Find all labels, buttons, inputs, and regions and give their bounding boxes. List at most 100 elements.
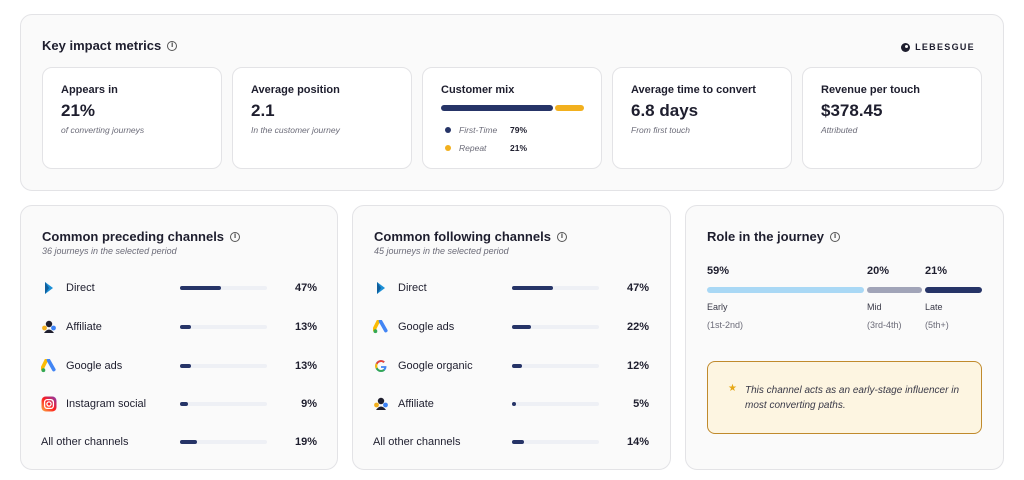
channel-row: All other channels 19% xyxy=(41,432,317,452)
metric-label: Customer mix xyxy=(441,84,515,96)
channel-name: All other channels xyxy=(41,436,129,448)
first-time-segment xyxy=(441,105,553,111)
channel-pct: 19% xyxy=(294,436,317,448)
channel-name: Google organic xyxy=(398,360,473,372)
channel-row: Affiliate 5% xyxy=(373,394,649,414)
metric-value: 21% xyxy=(61,101,96,120)
info-icon[interactable]: i xyxy=(230,231,241,242)
channel-bar-track xyxy=(180,364,267,368)
metric-note: In the customer journey xyxy=(251,125,340,135)
channel-name: Instagram social xyxy=(66,398,147,410)
metric-value: 6.8 days xyxy=(631,101,699,120)
channel-bar-fill xyxy=(180,402,188,406)
channel-row: Direct 47% xyxy=(373,278,649,298)
role-in-journey-title: Role in the journey i xyxy=(707,229,841,244)
following-channels-panel: Common following channels i 45 journeys … xyxy=(352,205,671,470)
channel-bar-track xyxy=(512,364,599,368)
channel-bar-track xyxy=(180,440,267,444)
key-impact-metrics-title: Key impact metrics i xyxy=(42,38,178,53)
channel-bar-fill xyxy=(180,325,192,329)
channel-pct: 47% xyxy=(626,282,649,294)
channel-row: All other channels 14% xyxy=(373,432,649,452)
key-impact-metrics-panel: Key impact metrics i LEBESGUE Appears in… xyxy=(20,14,1004,191)
early-stage-pct: 59% xyxy=(707,265,730,277)
channel-name: All other channels xyxy=(373,436,461,448)
channel-name: Google ads xyxy=(66,360,123,372)
info-icon[interactable]: i xyxy=(830,231,841,242)
late-stage-pct: 21% xyxy=(925,265,948,277)
metric-label: Revenue per touch xyxy=(821,84,921,96)
instagram-icon xyxy=(41,396,57,412)
mix-name: Repeat xyxy=(459,143,487,153)
first-time-row: First-Time 79% xyxy=(445,125,527,135)
lebesgue-logo: LEBESGUE xyxy=(901,42,975,52)
mix-name: First-Time xyxy=(459,125,498,135)
channel-bar-track xyxy=(180,402,267,406)
info-icon[interactable]: i xyxy=(556,231,567,242)
channel-bar-track xyxy=(512,440,599,444)
channel-row: Affiliate 13% xyxy=(41,317,317,337)
mix-pct: 21% xyxy=(510,143,528,153)
insight-callout: ★ This channel acts as an early-stage in… xyxy=(707,361,982,434)
metric-value: $378.45 xyxy=(821,101,883,120)
info-icon[interactable]: i xyxy=(167,40,178,51)
channel-pct: 5% xyxy=(633,398,649,410)
google-icon xyxy=(373,358,389,374)
channel-row: Google ads 13% xyxy=(41,356,317,376)
repeat-row: Repeat 21% xyxy=(445,143,527,153)
role-in-journey-title-text: Role in the journey xyxy=(707,229,825,244)
star-icon: ★ xyxy=(728,383,737,394)
channel-row: Google organic 12% xyxy=(373,356,649,376)
direct-icon xyxy=(373,280,389,296)
preceding-channels-title-text: Common preceding channels xyxy=(42,229,225,244)
mid-stage-pct: 20% xyxy=(867,265,890,277)
metric-note: Attributed xyxy=(821,125,858,135)
channel-name: Affiliate xyxy=(66,321,102,333)
key-impact-metrics-title-text: Key impact metrics xyxy=(42,38,162,53)
metric-value: 2.1 xyxy=(251,101,275,120)
channel-bar-track xyxy=(180,325,267,329)
channel-name: Direct xyxy=(398,282,427,294)
lebesgue-logo-icon xyxy=(901,42,911,52)
direct-icon xyxy=(41,280,57,296)
metric-note: of converting journeys xyxy=(61,125,145,135)
late-stage-bar xyxy=(925,287,982,293)
affiliate-icon xyxy=(41,319,57,335)
early-stage-bar xyxy=(707,287,864,293)
preceding-channels-subtitle: 36 journeys in the selected period xyxy=(42,246,177,256)
google-ads-icon xyxy=(41,358,57,374)
channel-row: Google ads 22% xyxy=(373,317,649,337)
channel-row: Direct 47% xyxy=(41,278,317,298)
first-time-dot xyxy=(445,127,451,133)
insight-text: This channel acts as an early-stage infl… xyxy=(745,385,960,411)
repeat-segment xyxy=(554,105,584,111)
channel-pct: 12% xyxy=(626,360,649,372)
mid-stage-range: (3rd-4th) xyxy=(867,320,902,330)
channel-bar-fill xyxy=(512,286,553,290)
early-stage-label: Early xyxy=(707,302,728,312)
revenue-per-touch-card: Revenue per touch $378.45 Attributed xyxy=(802,67,982,169)
time-to-convert-card: Average time to convert 6.8 days From fi… xyxy=(612,67,792,169)
customer-mix-card: Customer mix First-Time 79% Repeat 21% xyxy=(422,67,602,169)
channel-pct: 13% xyxy=(294,360,317,372)
channel-pct: 47% xyxy=(294,282,317,294)
channel-name: Affiliate xyxy=(398,398,434,410)
channel-pct: 14% xyxy=(626,436,649,448)
channel-pct: 13% xyxy=(294,321,317,333)
repeat-dot xyxy=(445,145,451,151)
mid-stage-label: Mid xyxy=(867,302,882,312)
following-channels-subtitle: 45 journeys in the selected period xyxy=(374,246,509,256)
channel-bar-track xyxy=(512,286,599,290)
channel-bar-track xyxy=(512,325,599,329)
channel-bar-fill xyxy=(180,440,197,444)
average-position-card: Average position 2.1 In the customer jou… xyxy=(232,67,412,169)
channel-name: Google ads xyxy=(398,321,455,333)
metric-label: Appears in xyxy=(61,84,118,96)
late-stage-range: (5th+) xyxy=(925,320,949,330)
channel-bar-track xyxy=(180,286,267,290)
preceding-channels-title: Common preceding channels i xyxy=(42,229,241,244)
late-stage-label: Late xyxy=(925,302,943,312)
google-ads-icon xyxy=(373,319,389,335)
metric-label: Average time to convert xyxy=(631,84,756,96)
metric-note: From first touch xyxy=(631,125,691,135)
